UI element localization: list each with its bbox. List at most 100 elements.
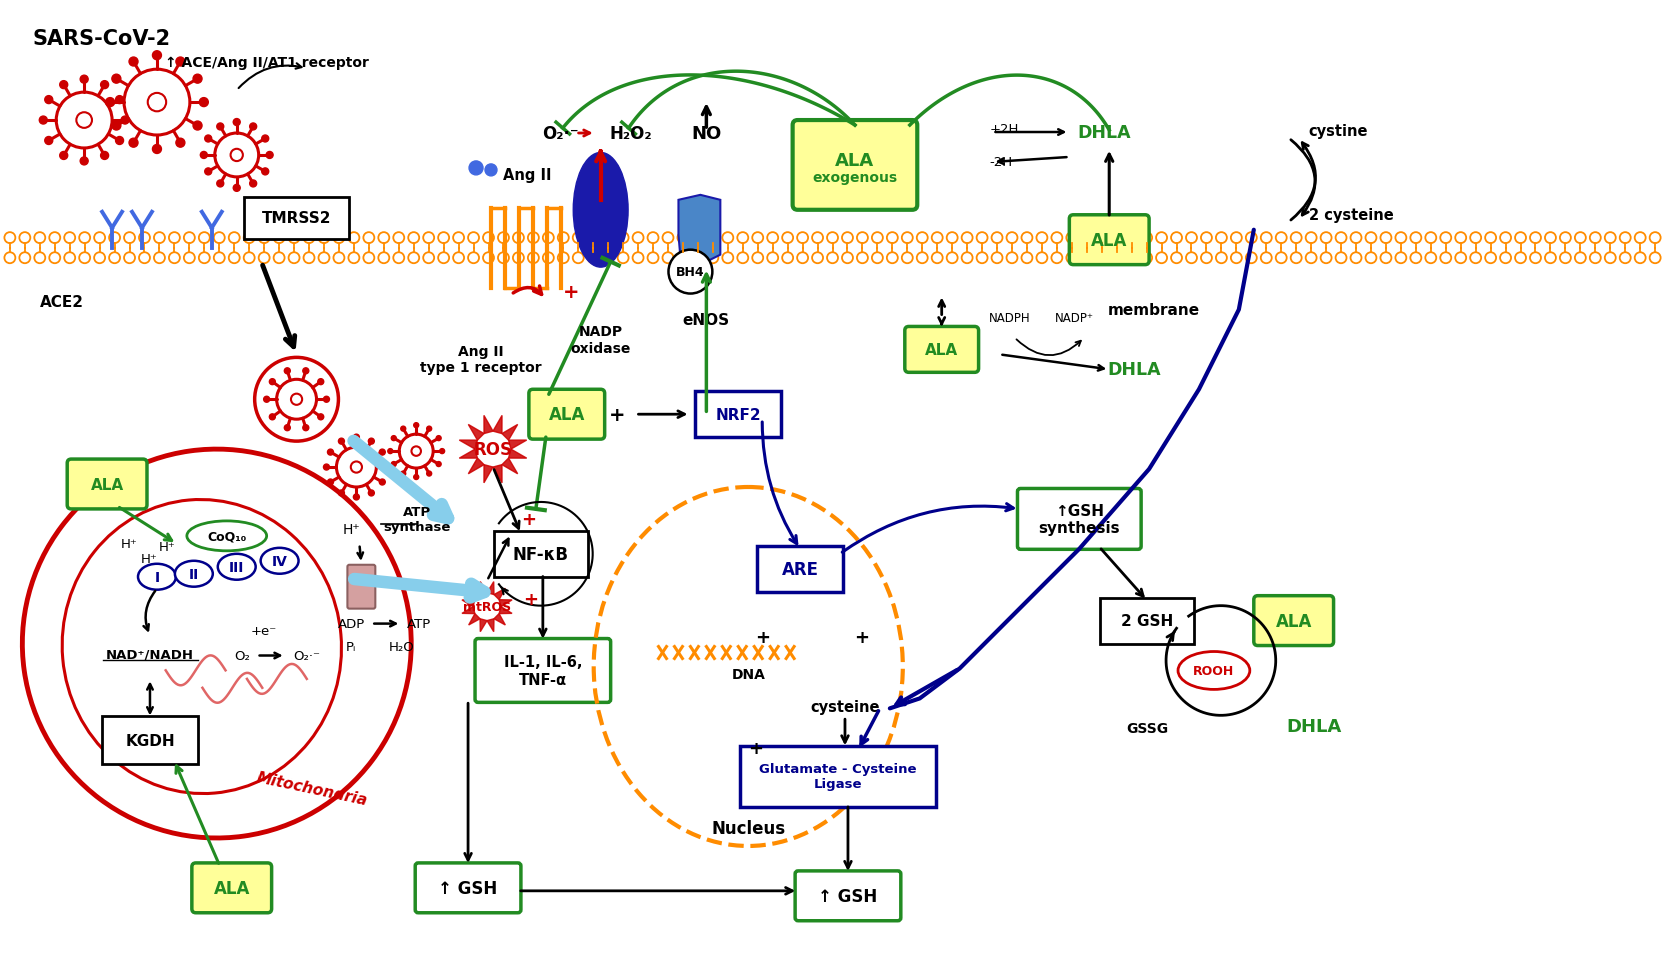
Circle shape	[233, 185, 239, 192]
Polygon shape	[494, 614, 505, 625]
FancyBboxPatch shape	[192, 863, 271, 913]
Circle shape	[60, 152, 67, 160]
Circle shape	[216, 124, 224, 131]
FancyBboxPatch shape	[791, 121, 917, 210]
Circle shape	[668, 250, 713, 295]
Text: Nucleus: Nucleus	[711, 819, 785, 837]
Text: ALA: ALA	[90, 477, 124, 492]
Text: ↑ ACE/Ang II/AT1 receptor: ↑ ACE/Ang II/AT1 receptor	[166, 56, 368, 70]
Circle shape	[129, 140, 137, 148]
Circle shape	[129, 58, 137, 67]
Text: +: +	[524, 590, 539, 608]
Polygon shape	[480, 582, 487, 595]
Text: IV: IV	[271, 554, 288, 568]
Circle shape	[368, 439, 375, 445]
Circle shape	[199, 99, 207, 108]
FancyBboxPatch shape	[1069, 215, 1148, 266]
Text: DNA: DNA	[731, 668, 765, 682]
Polygon shape	[487, 582, 494, 595]
Text: Pᵢ: Pᵢ	[346, 641, 356, 653]
Text: mtROS: mtROS	[463, 601, 510, 613]
Circle shape	[249, 124, 256, 131]
Text: ROS: ROS	[473, 441, 512, 458]
Circle shape	[201, 152, 207, 159]
Circle shape	[269, 415, 274, 421]
Polygon shape	[509, 450, 527, 458]
Circle shape	[112, 122, 120, 131]
FancyBboxPatch shape	[529, 390, 604, 440]
Text: NO: NO	[691, 125, 721, 142]
Circle shape	[233, 119, 239, 126]
Circle shape	[383, 464, 390, 471]
Text: ALA: ALA	[835, 152, 873, 170]
Text: ALA: ALA	[925, 342, 957, 358]
Text: 2 GSH: 2 GSH	[1121, 613, 1173, 629]
FancyBboxPatch shape	[494, 531, 587, 578]
Text: TMRSS2: TMRSS2	[261, 211, 331, 226]
Polygon shape	[462, 600, 475, 607]
Circle shape	[391, 462, 397, 467]
Circle shape	[204, 136, 211, 142]
Circle shape	[353, 435, 360, 441]
Circle shape	[412, 447, 420, 456]
Text: +: +	[748, 739, 763, 758]
Text: BH4: BH4	[676, 266, 704, 279]
Text: ALA: ALA	[1275, 612, 1312, 630]
Ellipse shape	[572, 153, 627, 267]
Circle shape	[336, 448, 376, 487]
Circle shape	[328, 450, 333, 455]
Text: CoQ₁₀: CoQ₁₀	[207, 530, 246, 543]
Circle shape	[100, 152, 109, 160]
Text: ROOH: ROOH	[1193, 665, 1233, 677]
Circle shape	[437, 436, 442, 441]
FancyBboxPatch shape	[795, 871, 900, 921]
Text: eNOS: eNOS	[683, 313, 729, 328]
Circle shape	[400, 472, 405, 477]
Text: KGDH: KGDH	[125, 733, 174, 748]
Circle shape	[57, 93, 112, 149]
Circle shape	[120, 117, 129, 125]
Circle shape	[328, 480, 333, 485]
Polygon shape	[483, 416, 492, 434]
Ellipse shape	[174, 561, 212, 587]
Circle shape	[249, 181, 256, 188]
Polygon shape	[492, 465, 502, 484]
Circle shape	[192, 76, 202, 84]
FancyBboxPatch shape	[475, 639, 611, 703]
FancyBboxPatch shape	[415, 863, 520, 913]
Circle shape	[115, 97, 124, 105]
Polygon shape	[509, 441, 527, 450]
FancyBboxPatch shape	[67, 459, 147, 510]
FancyBboxPatch shape	[102, 717, 197, 765]
FancyBboxPatch shape	[348, 565, 375, 609]
Text: ALA: ALA	[549, 406, 584, 423]
Text: IL-1, IL-6,
TNF-α: IL-1, IL-6, TNF-α	[504, 655, 582, 687]
Circle shape	[413, 423, 418, 428]
Circle shape	[276, 380, 316, 420]
Circle shape	[440, 450, 445, 454]
Circle shape	[231, 149, 243, 162]
Text: O₂·⁻: O₂·⁻	[542, 125, 579, 142]
Polygon shape	[458, 450, 477, 458]
Ellipse shape	[261, 548, 298, 575]
Circle shape	[263, 397, 269, 403]
Text: DHLA: DHLA	[1077, 124, 1131, 141]
Circle shape	[284, 425, 289, 431]
Text: +: +	[755, 628, 770, 646]
Polygon shape	[678, 196, 719, 266]
Circle shape	[318, 415, 323, 421]
Circle shape	[427, 426, 432, 432]
Text: ATP: ATP	[407, 617, 432, 631]
Circle shape	[115, 138, 124, 145]
Polygon shape	[468, 458, 483, 474]
Ellipse shape	[217, 554, 256, 580]
Polygon shape	[502, 458, 517, 474]
FancyBboxPatch shape	[1017, 489, 1141, 549]
FancyBboxPatch shape	[905, 328, 979, 373]
Polygon shape	[462, 607, 475, 614]
Text: I: I	[154, 570, 159, 584]
Text: GSSG: GSSG	[1126, 722, 1168, 735]
Text: NF-κB: NF-κB	[512, 546, 569, 563]
Text: O₂: O₂	[234, 649, 249, 663]
Text: Mitochondria: Mitochondria	[254, 769, 368, 807]
